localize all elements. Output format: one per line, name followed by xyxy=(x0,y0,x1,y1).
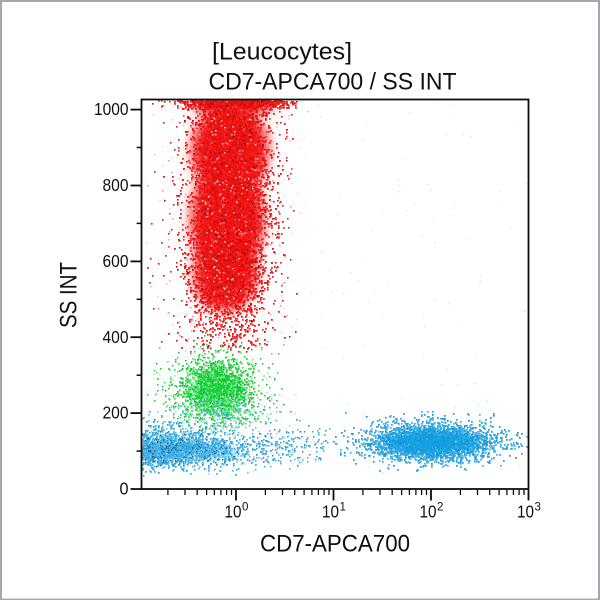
svg-text:[Leucocytes]: [Leucocytes] xyxy=(212,39,352,66)
svg-text:2: 2 xyxy=(437,502,443,514)
svg-text:3: 3 xyxy=(535,502,541,514)
svg-text:600: 600 xyxy=(103,251,129,271)
svg-text:CD7-APCA700: CD7-APCA700 xyxy=(260,531,410,558)
svg-text:0: 0 xyxy=(242,502,248,514)
svg-text:SS INT: SS INT xyxy=(56,262,83,328)
svg-text:200: 200 xyxy=(103,403,129,423)
svg-text:800: 800 xyxy=(103,175,129,195)
svg-text:CD7-APCA700 / SS INT: CD7-APCA700 / SS INT xyxy=(209,69,457,96)
svg-text:400: 400 xyxy=(103,327,129,347)
svg-text:10: 10 xyxy=(225,502,242,522)
svg-text:10: 10 xyxy=(420,502,437,522)
svg-text:1000: 1000 xyxy=(94,99,129,119)
svg-text:10: 10 xyxy=(517,502,534,522)
svg-text:1: 1 xyxy=(340,502,346,514)
svg-text:0: 0 xyxy=(120,479,129,499)
svg-text:10: 10 xyxy=(322,502,339,522)
